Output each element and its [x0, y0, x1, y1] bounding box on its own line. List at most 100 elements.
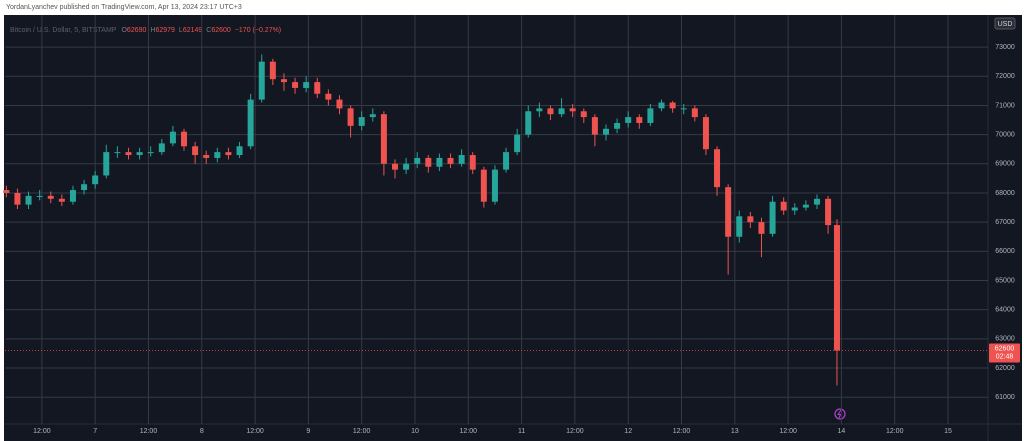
y-tick-label: 61000 — [995, 394, 1015, 401]
candle-body — [314, 82, 321, 94]
y-tick-label: 65000 — [995, 277, 1015, 284]
candle-body — [480, 169, 487, 202]
event-icon-bolt — [837, 409, 842, 419]
candle-body — [714, 149, 721, 188]
candle-body — [392, 163, 399, 170]
candle-body — [280, 79, 287, 83]
y-tick-label: 62000 — [995, 365, 1015, 372]
candle-body — [369, 114, 376, 118]
candle-body — [833, 225, 840, 351]
legend-value: 62600 — [211, 27, 231, 34]
candle-body — [136, 152, 143, 156]
candle-body — [625, 117, 632, 123]
legend-line: Bitcoin / U.S. Dollar, 5, BITSTAMP O62690… — [10, 27, 281, 34]
x-tick-label: 8 — [200, 428, 204, 435]
candle-body — [602, 128, 609, 135]
x-tick-label: 15 — [944, 428, 952, 435]
legend-change: −170 (−0.27%) — [235, 27, 281, 34]
candle-body — [425, 157, 432, 167]
candle-body — [780, 201, 787, 211]
y-tick-label: 70000 — [995, 131, 1015, 138]
legend-value: 62979 — [155, 27, 175, 34]
chart-panel — [4, 15, 1022, 441]
x-tick-label: 12:00 — [33, 428, 51, 435]
candle-body — [81, 184, 88, 191]
y-tick-label: 69000 — [995, 161, 1015, 168]
candle-body — [536, 108, 543, 112]
candle-body — [203, 155, 210, 158]
candle-body — [458, 155, 465, 164]
candle-body — [192, 146, 199, 156]
candle-body — [47, 195, 54, 199]
price-tag — [989, 343, 1020, 363]
candle-body — [591, 117, 598, 135]
candle-body — [125, 152, 132, 156]
candle-body — [813, 198, 820, 205]
candle-body — [825, 198, 832, 226]
candle-body — [336, 99, 343, 109]
candle-body — [269, 61, 276, 80]
candle-body — [403, 163, 410, 170]
x-tick-label: 12:00 — [246, 428, 264, 435]
candle-body — [247, 99, 254, 147]
x-tick-label: 9 — [306, 428, 310, 435]
candle-body — [491, 169, 498, 202]
candle-body — [547, 108, 554, 115]
candle-body — [380, 114, 387, 164]
candle-body — [114, 152, 121, 154]
legend: Bitcoin / U.S. Dollar, 5, BITSTAMP O62690… — [10, 27, 281, 34]
price-tag-label: 62600 — [995, 345, 1015, 352]
candle-body — [802, 204, 809, 208]
candle-body — [503, 152, 510, 170]
candle-body — [3, 190, 10, 193]
y-tick-label: 71000 — [995, 102, 1015, 109]
candle-body — [36, 195, 43, 197]
candle-body — [14, 192, 21, 205]
event-icon[interactable] — [834, 408, 846, 420]
candle-body — [225, 152, 232, 156]
x-tick-label: 12:00 — [886, 428, 904, 435]
y-tick-label: 72000 — [995, 73, 1015, 80]
candle-body — [214, 152, 221, 158]
legend-symbol: Bitcoin / U.S. Dollar, 5, BITSTAMP — [10, 27, 117, 34]
candle-body — [447, 157, 454, 164]
y-tick-label: 63000 — [995, 336, 1015, 343]
candle-body — [325, 93, 332, 100]
legend-key: O — [121, 27, 127, 34]
candle-body — [614, 122, 621, 129]
currency: USD — [998, 21, 1013, 28]
currency-badge[interactable] — [994, 17, 1016, 30]
candle-body — [436, 157, 443, 167]
x-tick-label: 7 — [93, 428, 97, 435]
candle-body — [347, 108, 354, 126]
candle-body — [69, 190, 76, 202]
candle-body — [558, 108, 565, 115]
x-tick-label: 12:00 — [779, 428, 797, 435]
x-tick-label: 12 — [624, 428, 632, 435]
x-tick-label: 12:00 — [140, 428, 158, 435]
candle-body — [358, 117, 365, 126]
candle-body — [292, 82, 299, 88]
x-tick-label: 14 — [838, 428, 846, 435]
y-tick-label: 64000 — [995, 307, 1015, 314]
x-tick-label: 13 — [731, 428, 739, 435]
candle-body — [58, 198, 65, 202]
candle-body — [103, 152, 110, 176]
candle-body — [725, 187, 732, 237]
candle-body — [769, 201, 776, 234]
candle-body — [525, 111, 532, 135]
candle-body — [791, 207, 798, 211]
x-tick-label: 11 — [518, 428, 525, 435]
x-tick-label: 12:00 — [673, 428, 691, 435]
candle-body — [303, 82, 310, 88]
candle-body — [514, 134, 521, 153]
candle-body — [469, 155, 476, 170]
x-tick-label: 10 — [411, 428, 419, 435]
candle-body — [569, 108, 576, 112]
legend-value: 62149 — [183, 27, 203, 34]
candle-body — [25, 195, 32, 205]
candle-body — [658, 102, 665, 109]
candle-body — [169, 131, 176, 144]
